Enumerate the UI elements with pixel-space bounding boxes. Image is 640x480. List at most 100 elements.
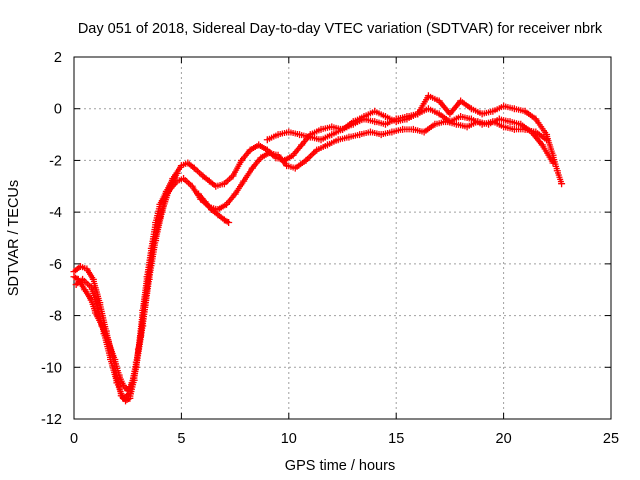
data-point (184, 159, 192, 167)
data-point (76, 262, 84, 270)
data-point (457, 97, 465, 105)
data-point (137, 332, 145, 340)
data-point (201, 198, 209, 206)
y-axis-label: SDTVAR / TECUs (6, 180, 22, 296)
y-tick-label: -10 (41, 360, 62, 376)
y-tick-label: -4 (49, 205, 62, 221)
data-point (366, 128, 374, 136)
data-point (532, 115, 540, 123)
data-point (371, 118, 379, 126)
data-point (457, 112, 465, 120)
data-point (317, 125, 325, 133)
data-point (420, 128, 428, 136)
data-point (381, 120, 389, 128)
data-point (231, 190, 239, 198)
data-point (538, 141, 546, 149)
chart-title: Day 051 of 2018, Sidereal Day-to-day VTE… (78, 21, 603, 37)
data-point (149, 239, 157, 247)
series-track-d (70, 169, 181, 395)
data-point (96, 299, 104, 307)
data-point (180, 175, 188, 183)
data-point (128, 379, 136, 387)
data-point (167, 182, 175, 190)
data-point (349, 118, 357, 126)
series-track-a (70, 105, 551, 405)
data-point (506, 118, 514, 126)
data-point (495, 115, 503, 123)
data-point (70, 273, 78, 281)
data-point (98, 322, 106, 330)
data-point (435, 110, 443, 118)
data-point (195, 190, 203, 198)
data-point (334, 136, 342, 144)
data-point (274, 131, 282, 139)
data-point (283, 162, 291, 170)
data-point (442, 118, 450, 126)
x-tick-label: 15 (388, 431, 404, 447)
series-track-c (195, 92, 566, 226)
data-point (263, 136, 271, 144)
data-point (381, 112, 389, 120)
y-tick-label: -8 (49, 309, 62, 325)
data-point (83, 265, 91, 273)
data-point (474, 118, 482, 126)
data-point (409, 125, 417, 133)
data-point (188, 182, 196, 190)
data-point (87, 296, 95, 304)
data-point (345, 133, 353, 141)
data-point (328, 123, 336, 131)
data-point (339, 125, 346, 133)
data-point (510, 105, 518, 113)
data-point (403, 115, 411, 123)
data-point (81, 286, 89, 294)
y-tick-label: 2 (54, 50, 62, 66)
data-point (360, 112, 368, 120)
data-point (113, 379, 121, 387)
data-point (91, 309, 99, 317)
data-point (317, 136, 325, 144)
x-tick-label: 25 (603, 431, 619, 447)
data-point (392, 118, 400, 126)
data-point (229, 172, 237, 180)
data-point (246, 146, 254, 154)
data-point (255, 141, 263, 149)
data-point (371, 107, 379, 115)
data-point (199, 172, 207, 180)
data-point (435, 97, 443, 105)
data-point (388, 128, 396, 136)
data-point (141, 301, 149, 309)
data-point (248, 164, 256, 172)
data-point (328, 131, 336, 139)
data-point (220, 180, 228, 188)
data-point (424, 105, 432, 113)
data-point (500, 123, 508, 131)
data-point (500, 102, 508, 110)
data-point (119, 381, 127, 389)
data-point (94, 304, 102, 312)
data-point (467, 115, 475, 123)
data-point (399, 125, 407, 133)
y-tick-labels: 2 0 -2 -4 -6 -8 -10 -12 (41, 50, 62, 428)
data-point (238, 156, 246, 164)
data-point (414, 110, 422, 118)
data-point (212, 182, 220, 190)
data-point (323, 141, 331, 149)
data-point (510, 125, 518, 133)
data-point (306, 133, 314, 141)
data-point (446, 110, 454, 118)
data-point (223, 200, 231, 208)
data-point (156, 213, 164, 221)
data-point (160, 198, 168, 206)
data-point (104, 337, 112, 345)
data-point (558, 180, 566, 188)
data-point (87, 283, 95, 291)
x-tick-label: 10 (281, 431, 297, 447)
data-point (302, 156, 310, 164)
data-point (119, 394, 127, 402)
y-tick-label: -6 (49, 257, 62, 273)
data-point (485, 120, 493, 128)
data-point (205, 177, 213, 185)
data-point (72, 281, 80, 289)
data-point (291, 164, 299, 172)
